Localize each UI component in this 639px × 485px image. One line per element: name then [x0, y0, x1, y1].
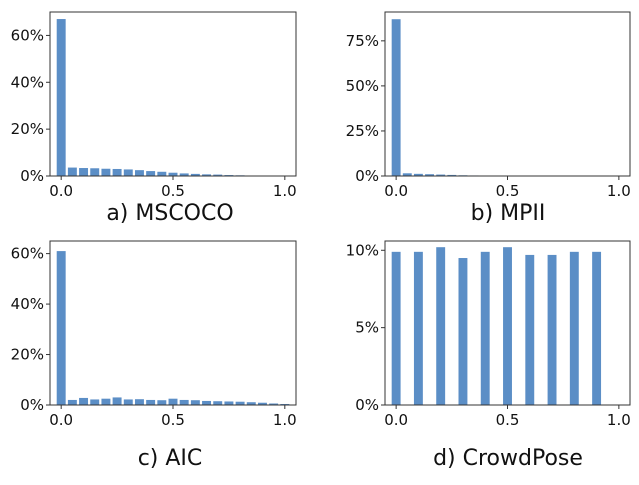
bar — [67, 399, 77, 405]
bar — [146, 171, 156, 176]
bar — [235, 401, 245, 405]
bar — [168, 172, 178, 176]
bar — [436, 247, 446, 405]
bar — [413, 173, 423, 176]
bar — [547, 254, 557, 405]
bar — [79, 168, 89, 176]
bar — [592, 251, 602, 405]
x-tick-label: 1.0 — [273, 411, 297, 429]
bar — [146, 399, 156, 405]
chart-panel-3: 0% 20% 40% 60% 0.0 0.5 1.0 c) AIC — [11, 240, 297, 471]
y-tick-label: 40% — [11, 295, 44, 313]
bar — [525, 254, 535, 405]
bar — [280, 403, 290, 405]
bar — [79, 397, 89, 405]
bar — [213, 401, 223, 405]
y-tick-label: 5% — [355, 319, 379, 337]
x-tick-label: 0.5 — [161, 411, 185, 429]
bar — [425, 174, 434, 176]
bar — [190, 400, 200, 405]
y-tick-label: 0% — [20, 396, 44, 414]
x-tick-label: 0.0 — [384, 411, 408, 429]
panel-caption: d) CrowdPose — [433, 446, 583, 471]
bar — [157, 400, 167, 405]
bar — [413, 251, 423, 405]
y-tick-label: 75% — [346, 32, 379, 50]
x-tick-label: 0.0 — [384, 182, 408, 200]
bar — [67, 167, 77, 176]
y-tick-label: 0% — [355, 167, 379, 185]
bar — [213, 174, 223, 176]
chart-panel-2: 0% 25% 50% 75% 0.0 0.5 1.0 b) MPII — [346, 11, 631, 226]
bar — [101, 168, 111, 176]
plot-frame — [49, 240, 297, 406]
bar — [246, 402, 256, 405]
panel-caption: c) AIC — [138, 446, 203, 471]
bar — [134, 170, 144, 176]
plot-frame — [384, 11, 631, 177]
bar — [90, 399, 100, 405]
bar — [202, 400, 212, 405]
bar — [269, 403, 279, 405]
chart-panel-4: 0% 5% 10% 0.0 0.5 1.0 d) CrowdPose — [346, 240, 631, 471]
x-tick-label: 1.0 — [607, 411, 631, 429]
bar — [179, 399, 189, 405]
bar — [56, 19, 66, 177]
y-tick-label: 0% — [20, 167, 44, 185]
panel-caption: b) MPII — [471, 201, 546, 226]
chart-panel-1: 0% 20% 40% 60% 0.0 0.5 1.0 a) MSCOCO — [11, 11, 297, 226]
y-tick-label: 60% — [11, 26, 44, 44]
bar — [190, 173, 200, 176]
x-tick-label: 0.5 — [161, 182, 185, 200]
y-tick-label: 60% — [11, 245, 44, 263]
bar — [402, 173, 412, 176]
bar — [123, 399, 133, 405]
y-tick-label: 25% — [346, 122, 379, 140]
bar — [112, 168, 122, 176]
y-tick-label: 0% — [355, 396, 379, 414]
plot-frame — [49, 11, 297, 177]
bar — [569, 251, 579, 405]
x-tick-label: 0.0 — [49, 182, 73, 200]
bar — [224, 401, 234, 405]
bar — [202, 174, 212, 176]
x-tick-label: 1.0 — [273, 182, 297, 200]
y-tick-label: 50% — [346, 77, 379, 95]
x-tick-label: 0.5 — [496, 182, 520, 200]
bar — [112, 397, 122, 405]
bar — [436, 174, 446, 176]
bar — [503, 247, 512, 405]
bar — [391, 251, 401, 405]
y-tick-label: 20% — [11, 120, 44, 138]
y-tick-label: 20% — [11, 346, 44, 364]
bar — [480, 251, 490, 405]
y-tick-label: 40% — [11, 73, 44, 91]
bar — [90, 168, 100, 176]
bar — [179, 173, 189, 176]
bar — [56, 251, 66, 405]
bar — [458, 258, 468, 405]
bar — [447, 174, 457, 176]
bar — [257, 402, 267, 405]
bar — [123, 169, 133, 176]
y-tick-label: 10% — [346, 241, 379, 259]
x-tick-label: 0.5 — [496, 411, 520, 429]
bar — [101, 398, 111, 405]
panel-caption: a) MSCOCO — [106, 201, 233, 226]
bar — [134, 399, 144, 405]
bar — [157, 171, 167, 176]
x-tick-label: 0.0 — [49, 411, 73, 429]
bar — [168, 398, 178, 405]
bar — [391, 19, 401, 177]
x-tick-label: 1.0 — [607, 182, 631, 200]
